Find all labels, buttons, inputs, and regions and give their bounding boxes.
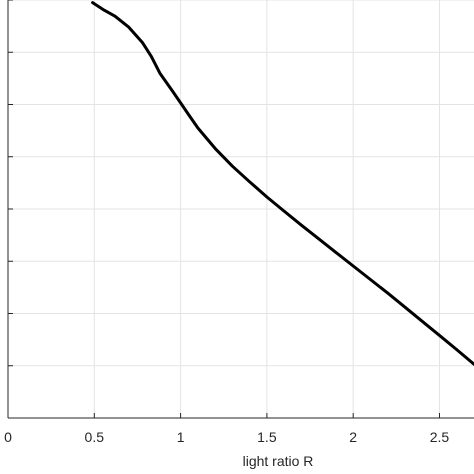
x-axis-label: light ratio R [243,453,314,469]
grid [8,0,474,418]
x-tick-label: 1 [177,429,185,445]
tick-labels: 0 0.5 1 1.5 2 2.5 [4,429,449,445]
axes [7,0,474,419]
x-tick-label: 2 [349,429,357,445]
x-tick-label: 0.5 [85,429,105,445]
series-layer [91,1,474,366]
x-tick-label: 1.5 [257,429,277,445]
x-tick-label: 0 [4,429,12,445]
series-line [91,1,474,366]
x-tick-label: 2.5 [430,429,450,445]
